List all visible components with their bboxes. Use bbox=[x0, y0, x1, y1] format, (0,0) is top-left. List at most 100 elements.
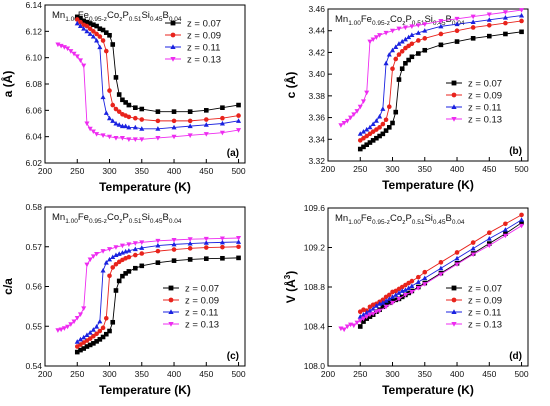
data-point bbox=[87, 31, 93, 36]
data-point bbox=[399, 66, 405, 72]
x-tick-label: 350 bbox=[418, 369, 432, 379]
data-point bbox=[106, 115, 113, 121]
data-point bbox=[236, 239, 242, 244]
panel-letter: (a) bbox=[227, 148, 239, 159]
legend-label: z = 0.09 bbox=[468, 296, 502, 307]
data-point bbox=[139, 245, 145, 250]
x-tick-label: 200 bbox=[38, 166, 52, 176]
y-tick-label: 3.34 bbox=[308, 134, 325, 144]
data-point bbox=[370, 37, 376, 43]
x-tick-label: 400 bbox=[450, 164, 464, 174]
data-point bbox=[367, 124, 373, 130]
data-point bbox=[422, 36, 428, 41]
data-point bbox=[106, 134, 113, 140]
data-point bbox=[454, 16, 460, 22]
data-point bbox=[380, 304, 386, 310]
composition-label: Mn1.00Fe0.95-zCozP0.51Si0.45B0.04 bbox=[52, 212, 182, 225]
data-point bbox=[470, 245, 476, 251]
x-tick-label: 500 bbox=[514, 369, 528, 379]
data-point bbox=[126, 114, 132, 120]
data-point bbox=[502, 15, 508, 20]
data-point bbox=[81, 26, 87, 31]
data-point bbox=[97, 34, 103, 39]
legend-label: z = 0.09 bbox=[185, 296, 219, 307]
data-point bbox=[87, 126, 93, 132]
data-point bbox=[409, 289, 415, 295]
legend-marker bbox=[168, 321, 174, 327]
data-point bbox=[55, 42, 61, 48]
data-point bbox=[416, 38, 421, 43]
data-point bbox=[383, 298, 389, 303]
data-point bbox=[78, 15, 83, 21]
data-point bbox=[367, 308, 373, 313]
data-point bbox=[100, 27, 106, 33]
data-point bbox=[422, 28, 428, 33]
data-point bbox=[133, 115, 138, 121]
composition-label: Mn1.00Fe0.95-zCozP0.51Si0.45B0.04 bbox=[335, 213, 465, 226]
y-tick-label: 3.44 bbox=[308, 26, 325, 36]
data-point bbox=[390, 120, 395, 126]
y-axis-label: c (Å) bbox=[283, 72, 298, 99]
legend-label: z = 0.09 bbox=[468, 91, 502, 102]
data-point bbox=[409, 54, 415, 60]
data-point bbox=[171, 241, 177, 247]
y-tick-label: 3.46 bbox=[308, 4, 325, 14]
data-point bbox=[415, 279, 421, 285]
data-point bbox=[422, 275, 428, 281]
legend-marker bbox=[451, 80, 457, 86]
data-point bbox=[367, 131, 373, 137]
x-tick-label: 500 bbox=[231, 369, 245, 379]
data-point bbox=[100, 334, 106, 340]
data-point bbox=[81, 334, 87, 340]
y-tick-label: 6.14 bbox=[25, 0, 42, 10]
x-tick-label: 250 bbox=[70, 166, 84, 176]
data-point bbox=[377, 133, 382, 139]
data-point bbox=[383, 304, 389, 310]
data-point bbox=[203, 236, 209, 242]
data-point bbox=[236, 236, 242, 241]
data-point bbox=[367, 312, 373, 318]
data-point bbox=[74, 315, 80, 321]
data-point bbox=[502, 233, 508, 239]
data-point bbox=[65, 46, 71, 52]
data-point bbox=[110, 265, 116, 270]
data-point bbox=[91, 29, 96, 34]
data-point bbox=[383, 30, 389, 36]
data-point bbox=[236, 118, 242, 123]
legend-marker bbox=[451, 92, 457, 98]
data-point bbox=[113, 75, 119, 80]
legend-label: z = 0.11 bbox=[468, 103, 501, 114]
chart-panel-b: 200 250 300 350 400 450 500 3.32 3.34 3.36 3.38 3.4… bbox=[283, 4, 529, 192]
data-point bbox=[373, 118, 379, 123]
data-point bbox=[409, 278, 415, 284]
data-point bbox=[470, 252, 476, 258]
data-point bbox=[406, 285, 412, 290]
x-tick-label: 200 bbox=[321, 164, 335, 174]
data-point bbox=[383, 60, 389, 66]
y-tick-label: 108.0 bbox=[304, 361, 326, 371]
data-point bbox=[100, 267, 106, 273]
data-point bbox=[377, 125, 382, 130]
data-point bbox=[236, 102, 241, 108]
data-point bbox=[74, 349, 80, 355]
data-point bbox=[220, 255, 225, 261]
data-point bbox=[386, 104, 392, 110]
data-point bbox=[357, 138, 363, 143]
legend: z = 0.07z = 0.09z = 0.11z = 0.13 bbox=[165, 19, 221, 66]
y-tick-label: 3.42 bbox=[308, 47, 325, 57]
data-point bbox=[454, 28, 460, 34]
data-point bbox=[519, 8, 525, 13]
data-point bbox=[94, 31, 99, 37]
data-point bbox=[97, 26, 103, 31]
data-point bbox=[390, 298, 395, 304]
data-point bbox=[402, 36, 408, 42]
x-tick-label: 400 bbox=[450, 369, 464, 379]
data-point bbox=[389, 28, 396, 34]
legend-marker bbox=[451, 297, 457, 303]
data-point bbox=[203, 245, 209, 250]
data-point bbox=[386, 292, 392, 298]
data-point bbox=[470, 19, 476, 24]
data-point bbox=[155, 248, 161, 254]
data-point bbox=[348, 115, 354, 121]
data-point bbox=[470, 240, 476, 245]
